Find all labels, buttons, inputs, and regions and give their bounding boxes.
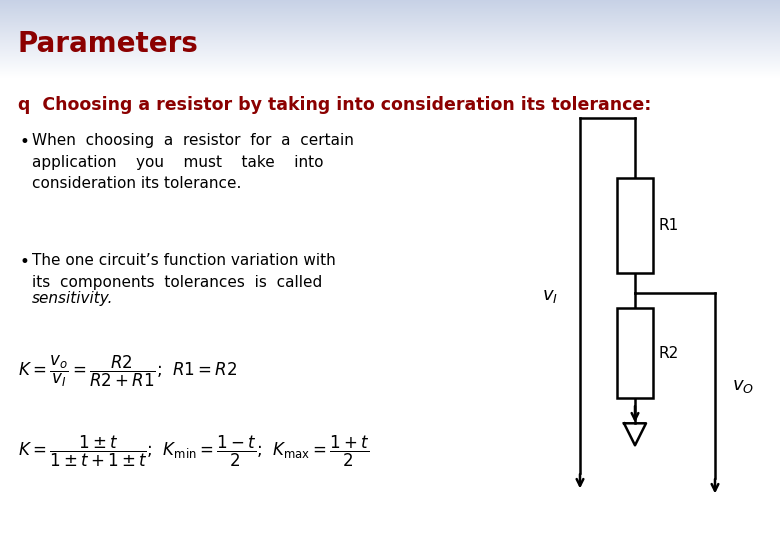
Text: $v_O$: $v_O$ xyxy=(732,377,754,395)
Text: R1: R1 xyxy=(659,218,679,233)
Text: q  Choosing a resistor by taking into consideration its tolerance:: q Choosing a resistor by taking into con… xyxy=(18,96,651,114)
Text: R2: R2 xyxy=(659,346,679,361)
Text: Parameters: Parameters xyxy=(17,30,198,58)
Text: •: • xyxy=(20,133,30,151)
Text: •: • xyxy=(20,253,30,271)
Bar xyxy=(617,308,653,399)
Text: sensitivity.: sensitivity. xyxy=(32,291,114,306)
Text: $K = \dfrac{v_o}{v_I} = \dfrac{R2}{R2+R1}$;  $R1 = R2$: $K = \dfrac{v_o}{v_I} = \dfrac{R2}{R2+R1… xyxy=(18,353,237,388)
Text: $v_I$: $v_I$ xyxy=(542,287,558,305)
Text: $K = \dfrac{1\pm t}{1\pm t+1\pm t}$;  $K_{\min} = \dfrac{1-t}{2}$;  $K_{\max} = : $K = \dfrac{1\pm t}{1\pm t+1\pm t}$; $K_… xyxy=(18,433,370,469)
Text: The one circuit’s function variation with
its  components  tolerances  is  calle: The one circuit’s function variation wit… xyxy=(32,253,335,290)
Text: When  choosing  a  resistor  for  a  certain
application    you    must    take : When choosing a resistor for a certain a… xyxy=(32,133,354,192)
Bar xyxy=(617,178,653,273)
